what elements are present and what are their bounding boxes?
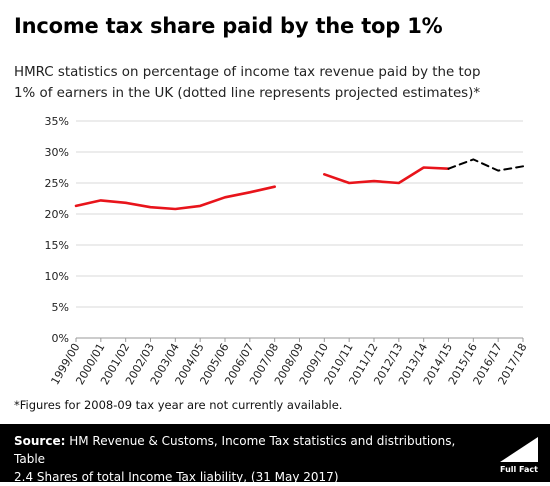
y-tick-label: 15% bbox=[45, 239, 69, 252]
source-text: Source: HM Revenue & Customs, Income Tax… bbox=[14, 432, 474, 486]
actual-series-line bbox=[323, 166, 450, 185]
subtitle-line-1: HMRC statistics on percentage of income … bbox=[14, 65, 481, 80]
footnote: *Figures for 2008-09 tax year are not cu… bbox=[14, 398, 343, 412]
x-axis-tick-labels: 1999/002000/012001/022002/032003/042004/… bbox=[48, 341, 529, 387]
projected-series-line bbox=[447, 158, 524, 172]
series-lines bbox=[74, 158, 524, 211]
actual-series-line bbox=[74, 185, 276, 211]
y-tick-label: 30% bbox=[45, 146, 69, 159]
y-tick-label: 5% bbox=[52, 301, 69, 314]
y-tick-label: 25% bbox=[45, 177, 69, 190]
gridlines bbox=[75, 120, 524, 342]
source-line-1-text: HM Revenue & Customs, Income Tax statist… bbox=[14, 434, 456, 466]
y-tick-label: 20% bbox=[45, 208, 69, 221]
line-chart: 0% 5% 10% 15% 20% 25% 30% 35% 1999/002000/01200… bbox=[45, 115, 530, 387]
source-bar: Source: HM Revenue & Customs, Income Tax… bbox=[0, 424, 550, 484]
chart-subtitle: HMRC statistics on percentage of income … bbox=[14, 62, 544, 104]
source-line-2: 2.4 Shares of total Income Tax liability… bbox=[14, 470, 339, 484]
y-tick-label: 35% bbox=[45, 115, 69, 128]
logo-text: Full Fact bbox=[500, 465, 538, 474]
y-axis-tick-labels: 0% 5% 10% 15% 20% 25% 30% 35% bbox=[45, 115, 69, 345]
subtitle-line-2: 1% of earners in the UK (dotted line rep… bbox=[14, 86, 481, 101]
chart-title: Income tax share paid by the top 1% bbox=[14, 14, 443, 38]
source-label: Source: bbox=[14, 434, 66, 448]
full-fact-logo: Full Fact bbox=[500, 437, 538, 474]
source-line-1: Source: HM Revenue & Customs, Income Tax… bbox=[14, 432, 474, 468]
y-tick-label: 0% bbox=[52, 332, 69, 345]
y-tick-label: 10% bbox=[45, 270, 69, 283]
